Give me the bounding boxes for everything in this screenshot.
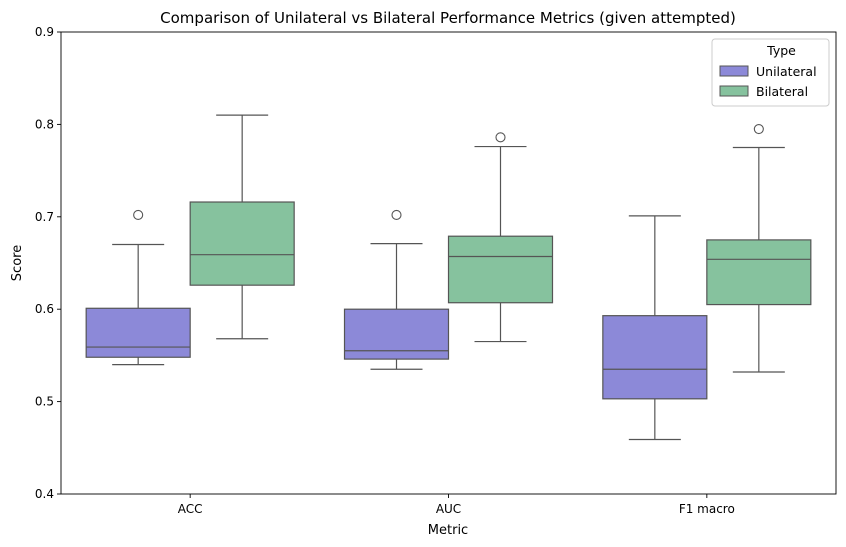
x-tick-label: ACC	[178, 502, 203, 516]
box-unilateral-auc	[343, 209, 450, 370]
y-axis-label: Score	[10, 245, 25, 281]
box-iqr	[447, 235, 554, 304]
legend: Type Unilateral Bilateral	[711, 38, 830, 107]
outlier-point	[133, 209, 144, 221]
box-bilateral-auc	[447, 132, 554, 343]
x-tick-label: F1 macro	[679, 502, 735, 516]
box-iqr	[189, 201, 295, 286]
outlier-point	[753, 123, 764, 135]
chart-title: Comparison of Unilateral vs Bilateral Pe…	[160, 9, 736, 27]
box-bilateral-f1-macro	[706, 123, 812, 373]
x-tick-label: AUC	[436, 502, 461, 516]
outlier-point	[391, 209, 402, 221]
legend-label-unilateral: Unilateral	[756, 64, 817, 79]
y-tick-label: 0.5	[35, 395, 54, 409]
y-tick-label: 0.7	[35, 210, 54, 224]
legend-swatch-unilateral	[719, 65, 749, 77]
box-iqr	[343, 308, 450, 360]
axes: 0.4 0.5 0.6 0.7 0.8 0.9 ACC AUC F1 macro	[35, 25, 837, 516]
box-bilateral-acc	[189, 114, 295, 340]
box-iqr	[706, 239, 812, 306]
y-tick-label: 0.4	[35, 487, 54, 501]
box-iqr	[602, 315, 708, 400]
y-tick-label: 0.9	[35, 25, 54, 39]
y-tick-label: 0.8	[35, 117, 54, 131]
box-iqr	[85, 307, 191, 358]
box-unilateral-acc	[85, 209, 191, 366]
x-axis-label: Metric	[428, 523, 468, 538]
outlier-point	[495, 132, 506, 143]
box-series	[85, 114, 812, 441]
legend-label-bilateral: Bilateral	[756, 84, 808, 99]
legend-title: Type	[766, 43, 796, 58]
y-tick-label: 0.6	[35, 302, 54, 316]
box-unilateral-f1-macro	[602, 215, 708, 441]
legend-swatch-bilateral	[719, 85, 749, 97]
